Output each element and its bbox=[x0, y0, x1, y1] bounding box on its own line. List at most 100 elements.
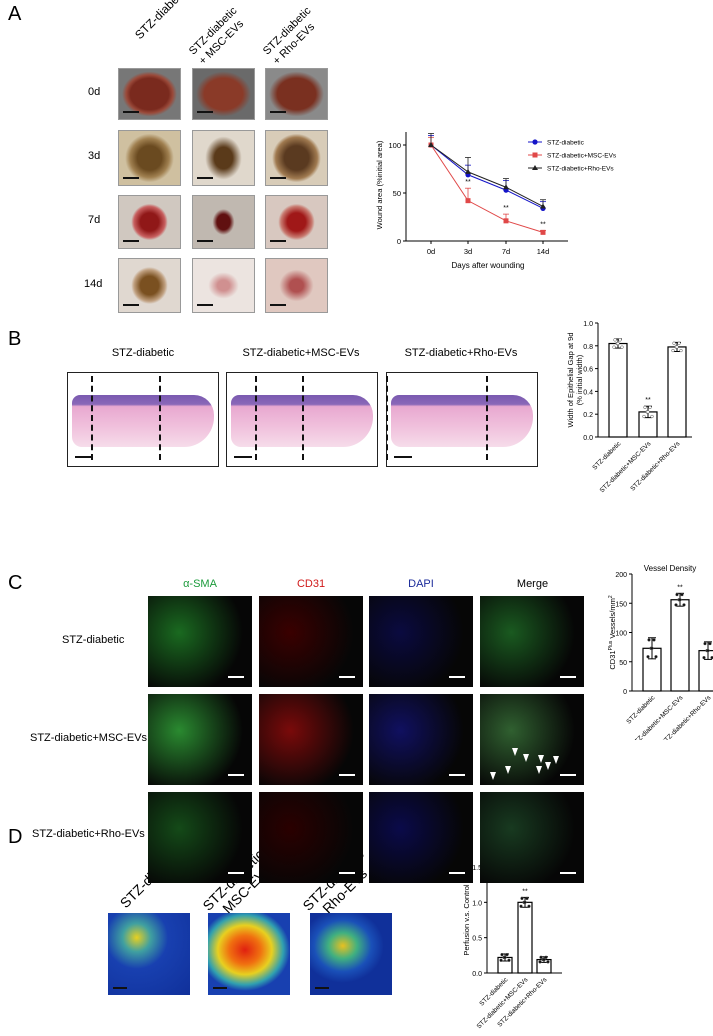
data-point bbox=[546, 960, 550, 964]
y-tick-label: 100 bbox=[388, 141, 401, 150]
data-point bbox=[703, 641, 707, 646]
data-point bbox=[527, 904, 531, 908]
data-point bbox=[677, 341, 681, 345]
x-tick-label: 3d bbox=[464, 247, 472, 256]
fluorescence-image bbox=[369, 694, 473, 785]
row-label: STZ-diabetic bbox=[62, 634, 125, 646]
arrowhead-icon bbox=[538, 755, 544, 763]
arrowhead-icon bbox=[553, 756, 559, 764]
scale-bar bbox=[560, 774, 576, 776]
data-point bbox=[702, 656, 706, 660]
wound-area-chart: 0 50 100 0d 3d 7d 14d Days after wounding Wound … bbox=[375, 132, 617, 270]
scale-bar bbox=[75, 456, 93, 458]
scale-bar bbox=[197, 240, 213, 242]
scale-bar bbox=[560, 872, 576, 874]
scale-bar bbox=[228, 774, 244, 776]
bar bbox=[608, 342, 628, 438]
gap-boundary-line bbox=[386, 376, 388, 460]
y-axis-label: Wound area (%initial area) bbox=[375, 140, 384, 229]
series-line bbox=[430, 144, 544, 209]
data-point bbox=[503, 955, 507, 960]
gap-boundary-line bbox=[255, 376, 257, 460]
arrowhead-icon bbox=[545, 762, 551, 770]
data-point bbox=[612, 345, 616, 349]
data-point bbox=[708, 641, 712, 646]
data-point bbox=[648, 405, 652, 410]
y-tick-label: 0.0 bbox=[583, 435, 593, 442]
data-point bbox=[613, 338, 617, 342]
data-point bbox=[465, 198, 471, 204]
significance-mark: ** bbox=[677, 584, 683, 591]
data-point bbox=[616, 341, 620, 346]
fluorescence-image bbox=[369, 596, 473, 687]
data-point bbox=[643, 405, 647, 410]
col-header: STZ-diabetic + Rho-EVs bbox=[260, 4, 318, 68]
data-point bbox=[544, 955, 548, 959]
scale-bar bbox=[197, 111, 213, 113]
col-header: STZ-diabetic+MSC-EVs bbox=[242, 347, 360, 359]
arrowhead-icon bbox=[512, 748, 518, 756]
bar bbox=[517, 901, 533, 974]
data-point bbox=[682, 603, 686, 607]
row-label: STZ-diabetic+MSC-EVs bbox=[30, 732, 148, 744]
arrowhead-icon bbox=[536, 766, 542, 774]
scale-bar bbox=[234, 456, 252, 458]
data-point bbox=[428, 142, 434, 147]
data-point bbox=[465, 168, 471, 174]
data-point bbox=[710, 656, 713, 660]
scale-bar bbox=[315, 987, 329, 989]
scale-bar bbox=[449, 676, 465, 678]
wound-photo bbox=[192, 130, 255, 186]
fluorescence-image bbox=[480, 694, 584, 785]
data-point bbox=[674, 603, 678, 607]
vessel-density-chart: 0 50 100 150 200 Vessel Density CD31Plus Vesse… bbox=[608, 564, 713, 740]
y-tick-label: 0.8 bbox=[583, 344, 593, 351]
panel-label-a: A bbox=[8, 3, 22, 25]
y-tick-label: 0.4 bbox=[583, 389, 593, 396]
data-point bbox=[618, 338, 622, 342]
series-line bbox=[430, 144, 544, 207]
col-header: STZ-diabetic bbox=[132, 0, 191, 42]
scale-bar bbox=[123, 240, 139, 242]
histology-image bbox=[67, 372, 219, 467]
scale-bar bbox=[228, 676, 244, 678]
scale-bar bbox=[339, 774, 355, 776]
scale-bar bbox=[228, 872, 244, 874]
bar bbox=[667, 346, 687, 438]
y-tick-label: 0.6 bbox=[583, 367, 593, 374]
x-tick-label: STZ-diabetic+Rho-EVs bbox=[660, 694, 713, 740]
data-point bbox=[503, 184, 509, 190]
tissue bbox=[391, 395, 533, 447]
doppler-image bbox=[208, 913, 290, 995]
data-point bbox=[650, 646, 654, 650]
gap-boundary-line bbox=[91, 376, 93, 460]
data-point bbox=[538, 960, 542, 964]
fluorescence-image bbox=[148, 596, 252, 687]
fluorescence-image bbox=[148, 694, 252, 785]
data-point bbox=[650, 414, 654, 419]
scale-bar bbox=[449, 774, 465, 776]
scale-bar bbox=[197, 304, 213, 306]
tissue bbox=[72, 395, 214, 447]
data-point bbox=[505, 952, 509, 957]
data-point bbox=[680, 592, 684, 597]
scale-bar bbox=[270, 111, 286, 113]
scale-bar bbox=[560, 676, 576, 678]
row-label: 7d bbox=[88, 214, 101, 226]
doppler-image bbox=[310, 913, 392, 995]
wound-photo bbox=[192, 258, 255, 313]
data-point bbox=[678, 598, 682, 602]
fluorescence-image bbox=[369, 792, 473, 883]
data-point bbox=[540, 229, 546, 235]
y-tick-label: 50 bbox=[393, 189, 401, 198]
y-tick-label: 0.2 bbox=[583, 412, 593, 419]
y-tick-label: 1.0 bbox=[583, 321, 593, 328]
data-point bbox=[654, 655, 658, 659]
series-line bbox=[430, 144, 544, 233]
fluorescence-image bbox=[480, 596, 584, 687]
col-header-dapi: DAPI bbox=[408, 578, 434, 590]
legend-label: STZ-diabetic+Rho-EVs bbox=[547, 166, 614, 173]
scale-bar bbox=[270, 177, 286, 179]
scale-bar bbox=[394, 456, 412, 458]
